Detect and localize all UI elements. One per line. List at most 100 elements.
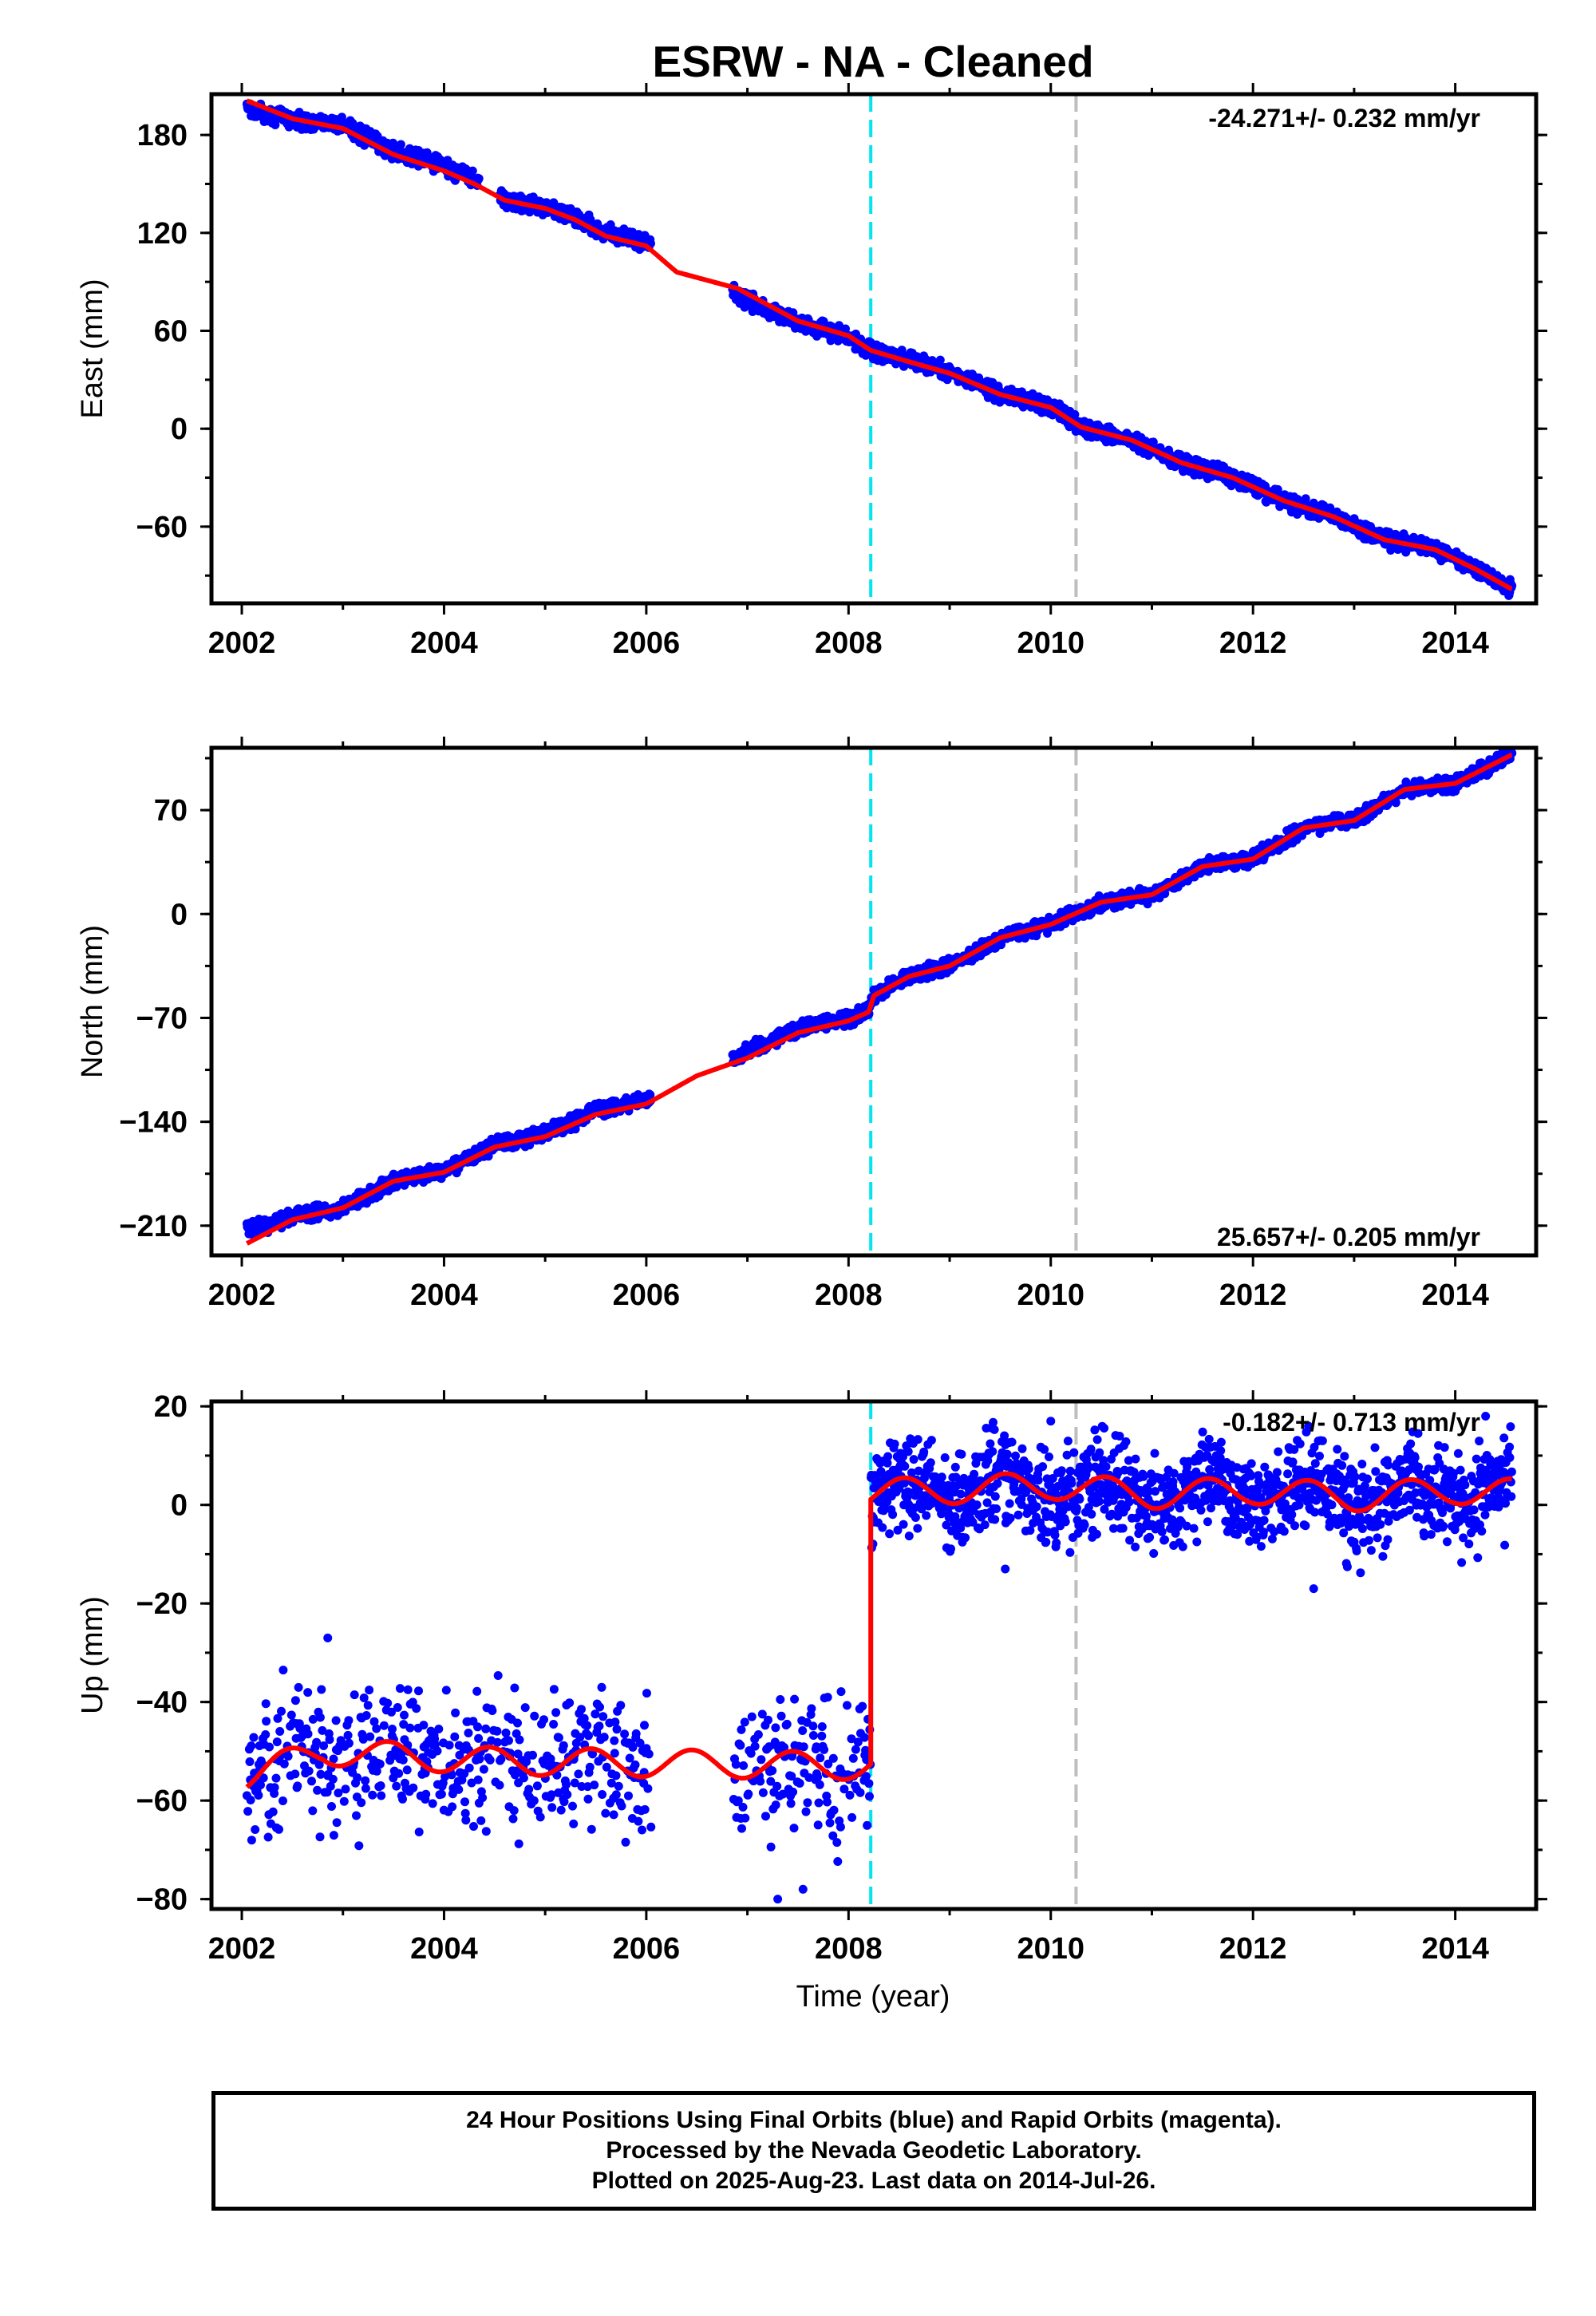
data-point bbox=[474, 174, 484, 184]
data-point bbox=[464, 1729, 473, 1737]
data-point bbox=[460, 1769, 469, 1778]
data-point bbox=[510, 1683, 519, 1693]
up-data bbox=[242, 1412, 1516, 1904]
data-point bbox=[315, 1832, 325, 1842]
data-point bbox=[440, 1772, 450, 1781]
data-point bbox=[387, 1707, 396, 1717]
data-point bbox=[361, 1776, 370, 1785]
y-tick-label: 120 bbox=[137, 217, 188, 251]
data-point bbox=[312, 1737, 322, 1747]
data-point bbox=[450, 1732, 460, 1741]
data-point bbox=[563, 1790, 572, 1800]
data-point bbox=[551, 1708, 561, 1717]
data-point bbox=[412, 1704, 421, 1713]
data-point bbox=[365, 1686, 374, 1695]
data-point bbox=[327, 1802, 336, 1811]
data-point bbox=[279, 1796, 287, 1805]
data-point bbox=[469, 1822, 478, 1831]
panel-east: 2002 2004 2006 2008 2010 2012 2014−60060120180… bbox=[76, 83, 1547, 660]
panel-north: 2002 2004 2006 2008 2010 2012 2014−210−140−700… bbox=[76, 737, 1547, 1312]
north-data bbox=[242, 748, 1517, 1246]
data-point bbox=[344, 1716, 354, 1725]
data-point bbox=[478, 1793, 488, 1803]
data-point bbox=[344, 1738, 354, 1748]
data-point bbox=[329, 1831, 338, 1840]
chart-title: ESRW - NA - Cleaned bbox=[652, 37, 1093, 86]
data-point bbox=[352, 1811, 361, 1820]
data-point bbox=[434, 1725, 444, 1733]
data-point bbox=[444, 1741, 454, 1750]
model-line bbox=[245, 753, 1513, 1246]
data-point bbox=[419, 1721, 429, 1730]
data-point bbox=[529, 1796, 539, 1805]
data-point bbox=[339, 1796, 349, 1806]
data-point bbox=[414, 1828, 424, 1836]
data-point bbox=[308, 1714, 318, 1724]
data-point bbox=[354, 1841, 364, 1851]
data-point bbox=[393, 1703, 402, 1712]
y-tick-label: 60 bbox=[154, 315, 188, 349]
y-tick-label: −140 bbox=[119, 1106, 188, 1140]
plot-frame bbox=[209, 92, 1539, 606]
panels: 2002 2004 2006 2008 2010 2012 2014−60060120180… bbox=[76, 83, 1547, 1966]
data-point bbox=[279, 1759, 289, 1769]
rate-annotation: 25.657+/- 0.205 mm/yr bbox=[1217, 1223, 1480, 1251]
data-point bbox=[473, 1775, 483, 1784]
data-point bbox=[493, 1671, 503, 1680]
data-point bbox=[454, 1784, 464, 1794]
x-tick-label: 2010 bbox=[1017, 1279, 1084, 1312]
data-point bbox=[303, 1729, 313, 1739]
data-point bbox=[509, 1806, 519, 1816]
data-point bbox=[562, 1780, 571, 1789]
data-point bbox=[549, 1685, 559, 1694]
data-point bbox=[376, 1781, 385, 1790]
data-point bbox=[334, 1788, 343, 1798]
x-tick-label: 2006 bbox=[613, 1279, 681, 1312]
data-point bbox=[325, 1735, 334, 1745]
data-point bbox=[313, 1785, 322, 1795]
data-point bbox=[1391, 798, 1400, 808]
data-point bbox=[283, 1752, 293, 1761]
plot-frame bbox=[209, 745, 1539, 1258]
data-point bbox=[383, 1698, 393, 1708]
x-tick-label: 2002 bbox=[208, 1279, 276, 1312]
data-point bbox=[409, 1783, 418, 1792]
data-point bbox=[331, 1716, 341, 1725]
data-point bbox=[396, 140, 405, 149]
data-point bbox=[514, 1839, 523, 1848]
data-point bbox=[501, 1728, 511, 1737]
y-tick-label: −70 bbox=[136, 1002, 188, 1035]
data-point bbox=[559, 1797, 569, 1807]
y-tick-label: 0 bbox=[171, 898, 188, 931]
rate-annotation: -24.271+/- 0.232 mm/yr bbox=[1208, 104, 1480, 132]
data-point bbox=[290, 1769, 300, 1779]
data-point bbox=[243, 1807, 253, 1816]
data-point bbox=[515, 1735, 524, 1745]
data-point bbox=[1143, 899, 1152, 909]
data-point bbox=[519, 1773, 528, 1783]
data-point bbox=[547, 1790, 556, 1800]
data-point bbox=[369, 1717, 379, 1726]
y-tick-label: −210 bbox=[119, 1210, 188, 1243]
data-point bbox=[549, 1720, 559, 1729]
data-point bbox=[353, 1773, 362, 1782]
data-point bbox=[361, 1711, 371, 1720]
data-point bbox=[332, 1818, 342, 1828]
data-point bbox=[395, 1684, 405, 1694]
y-axis-label: North (mm) bbox=[76, 925, 109, 1078]
x-tick-label: 2006 bbox=[613, 626, 681, 660]
x-tick-label: 2008 bbox=[815, 1279, 883, 1312]
data-point bbox=[261, 1730, 271, 1739]
data-point bbox=[275, 1727, 285, 1736]
data-point bbox=[279, 1666, 288, 1675]
data-point bbox=[318, 1725, 327, 1735]
data-point bbox=[414, 1686, 423, 1696]
data-point bbox=[270, 1783, 279, 1792]
data-point bbox=[402, 1765, 412, 1775]
data-point bbox=[254, 1791, 263, 1800]
x-tick-label: 2004 bbox=[410, 1279, 478, 1312]
data-point bbox=[532, 1781, 542, 1791]
data-point bbox=[307, 1777, 316, 1786]
data-point bbox=[448, 1802, 457, 1812]
data-point bbox=[437, 1789, 446, 1799]
